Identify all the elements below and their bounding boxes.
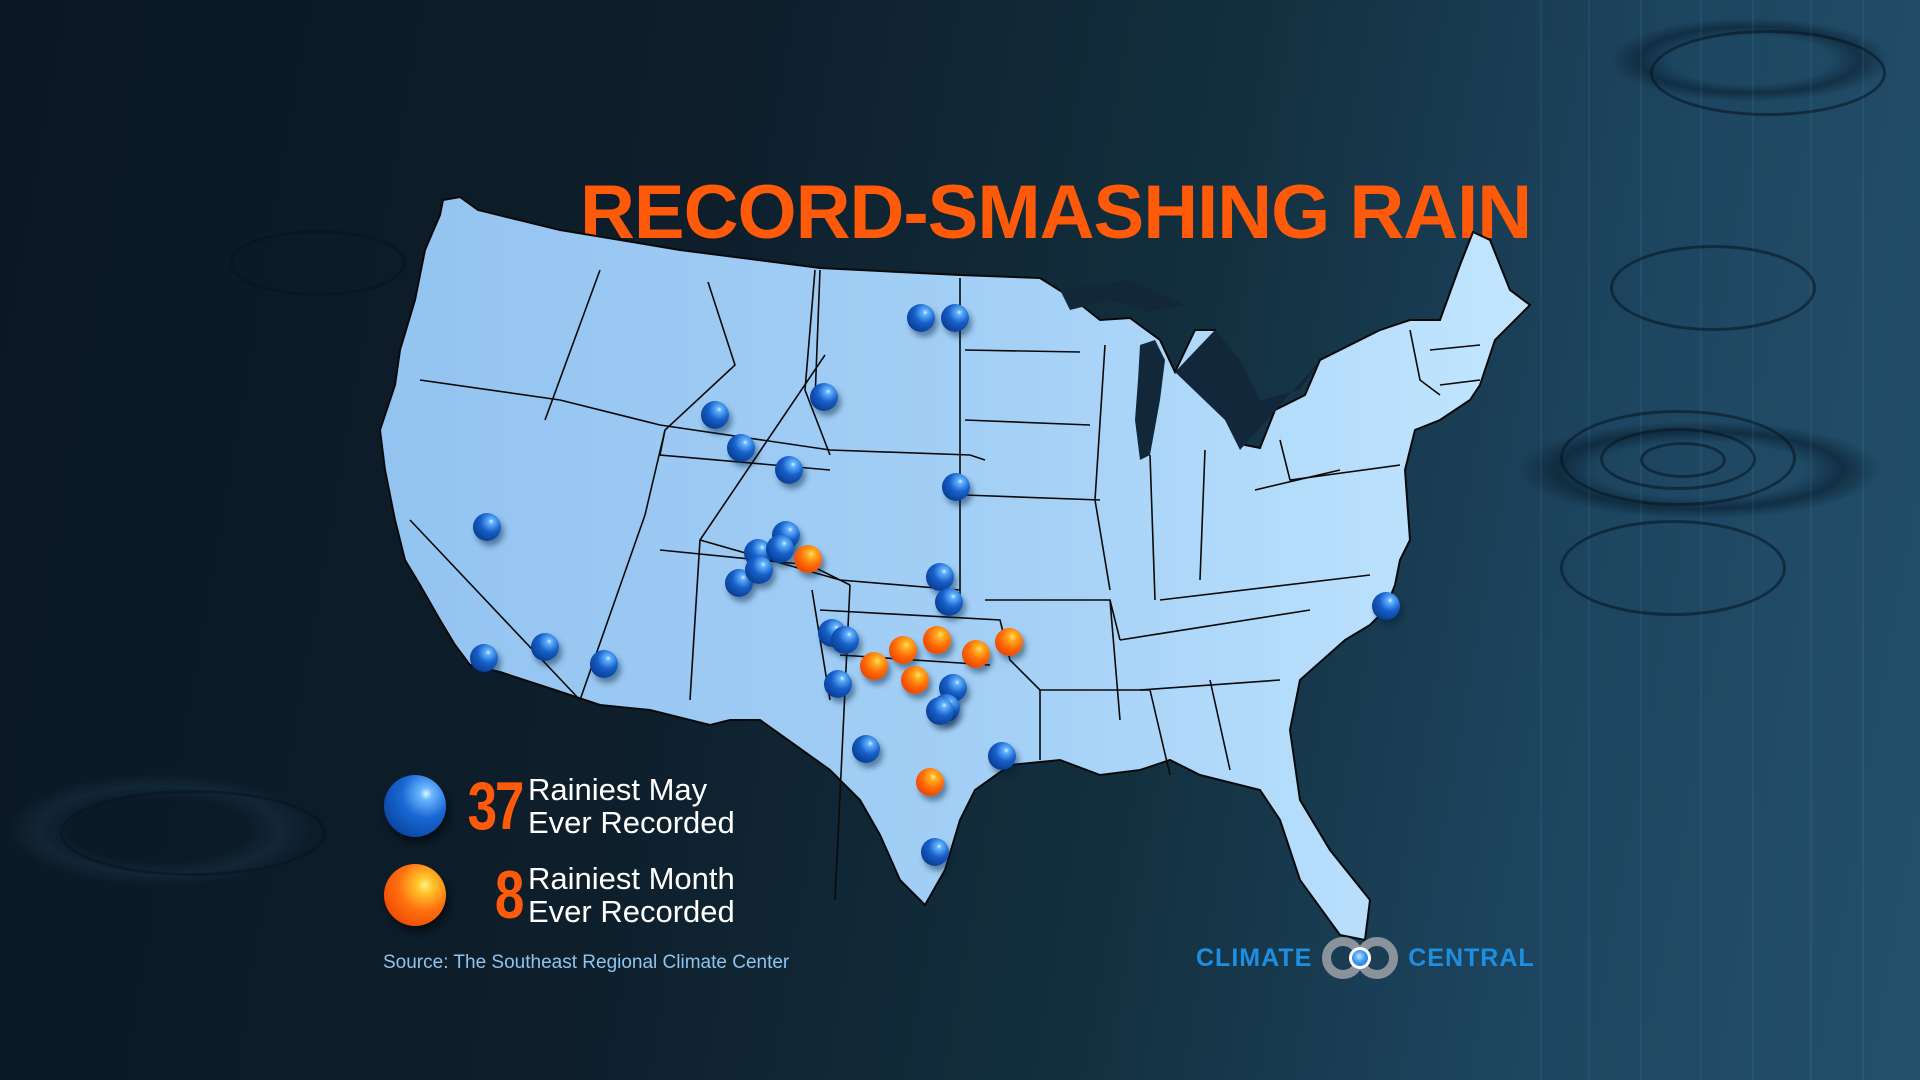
blue-marker	[531, 633, 559, 661]
lake-michigan	[1135, 340, 1165, 460]
logo-rings-icon	[1322, 937, 1399, 979]
blue-marker	[470, 644, 498, 672]
blue-marker	[935, 588, 963, 616]
orange-marker	[860, 652, 888, 680]
orange-marker	[962, 640, 990, 668]
blue-marker	[824, 670, 852, 698]
orange-ball-icon	[384, 864, 446, 926]
blue-marker	[766, 535, 794, 563]
blue-marker	[941, 304, 969, 332]
logo-text-left: CLIMATE	[1196, 943, 1313, 972]
blue-marker	[473, 513, 501, 541]
rainiest-may-count: 37	[467, 768, 525, 844]
blue-marker	[1372, 592, 1400, 620]
orange-marker	[916, 768, 944, 796]
lake-erie-huron	[1175, 330, 1320, 450]
orange-marker	[901, 666, 929, 694]
legend-item-rainiest-month: 8 Rainiest Month Ever Recorded	[384, 861, 735, 929]
blue-marker	[942, 473, 970, 501]
blue-marker	[775, 456, 803, 484]
legend-label-line1: Rainiest May	[528, 772, 708, 807]
blue-ball-icon	[384, 775, 446, 837]
blue-marker	[727, 434, 755, 462]
orange-marker	[923, 626, 951, 654]
source-citation: Source: The Southeast Regional Climate C…	[383, 952, 790, 973]
blue-marker	[988, 742, 1016, 770]
logo-text-right: CENTRAL	[1408, 943, 1535, 972]
state-borders	[409, 269, 1481, 901]
blue-marker	[701, 401, 729, 429]
infographic-title: RECORD-SMASHING RAIN	[580, 169, 1532, 255]
blue-marker	[926, 697, 954, 725]
orange-marker	[794, 545, 822, 573]
legend-label-line2: Ever Recorded	[528, 805, 735, 840]
blue-marker	[921, 838, 949, 866]
blue-marker	[810, 383, 838, 411]
legend-label-line1: Rainiest Month	[528, 861, 735, 896]
legend-label-line2: Ever Recorded	[528, 894, 735, 929]
blue-marker	[831, 626, 859, 654]
legend-item-rainiest-may: 37 Rainiest May Ever Recorded	[384, 772, 735, 840]
orange-marker	[889, 636, 917, 664]
blue-marker	[852, 735, 880, 763]
blue-marker	[590, 650, 618, 678]
lake-superior	[1060, 280, 1185, 312]
blue-marker	[926, 563, 954, 591]
orange-marker	[995, 628, 1023, 656]
climate-central-logo: CLIMATE CENTRAL	[1196, 937, 1535, 979]
blue-marker	[745, 556, 773, 584]
rainiest-month-count: 8	[494, 857, 525, 933]
legend-label: Rainiest Month Ever Recorded	[528, 862, 735, 928]
legend-label: Rainiest May Ever Recorded	[528, 773, 735, 839]
blue-marker	[907, 304, 935, 332]
